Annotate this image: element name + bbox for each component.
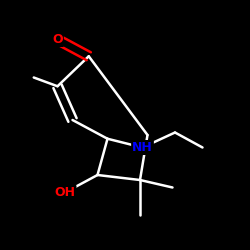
Text: NH: NH	[132, 141, 153, 154]
Text: OH: OH	[54, 186, 76, 199]
Text: O: O	[52, 33, 63, 46]
